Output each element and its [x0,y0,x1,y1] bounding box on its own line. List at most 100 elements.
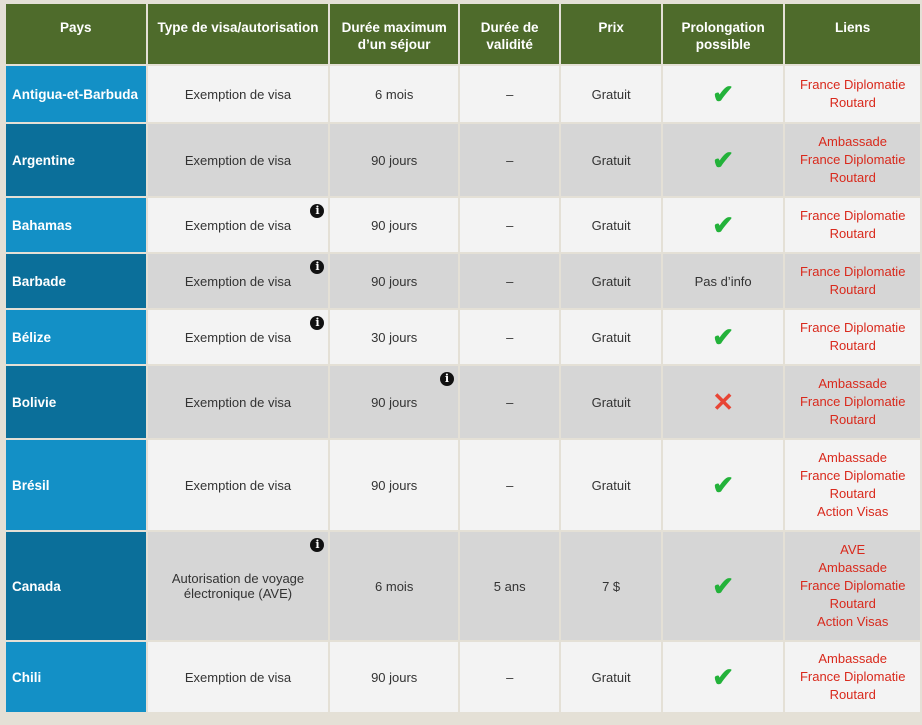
country-cell-text: Chili [12,669,42,685]
duration-cell-text: 90 jours [371,273,418,289]
visa-type-cell: Exemption de visa i [147,310,329,364]
info-icon[interactable]: i [310,260,325,274]
price-cell: Gratuit [561,66,661,122]
link[interactable]: France Diplomatie [799,152,906,167]
link[interactable]: Ambassade [818,560,888,575]
table-row: Bolivie Exemption de visa 90 jours i – Gratui… [6,366,920,438]
checkmark-icon: ✔ [712,145,734,175]
price-cell: Gratuit [561,642,661,712]
link[interactable]: Routard [829,486,876,501]
extension-text: Pas d’info [694,273,752,289]
visa-type-cell-text: Exemption de visa [184,217,292,233]
link[interactable]: France Diplomatie [799,394,906,409]
duration-cell: 30 jours [330,310,458,364]
checkmark-icon: ✔ [712,210,734,240]
country-cell-text: Bélize [12,329,52,345]
validity-cell: – [459,642,560,712]
validity-cell: – [459,366,560,438]
checkmark-icon: ✔ [712,322,734,352]
info-icon[interactable]: i [310,204,325,218]
link[interactable]: France Diplomatie [799,669,906,684]
price-cell: Gratuit [561,254,661,308]
header-extension: Prolongation possible [662,4,784,64]
links-cell: France Diplomatie Routard [785,198,920,252]
price-cell: 7 $ [561,532,661,640]
country-cell: Bahamas [6,198,146,252]
duration-cell: 90 jours i [330,366,458,438]
validity-cell: – [459,310,560,364]
visa-type-cell: Exemption de visa i [147,198,329,252]
validity-cell-text: – [506,329,514,345]
extension-cell: Pas d’info [662,254,784,308]
info-icon[interactable]: i [310,538,325,552]
price-cell-text: Gratuit [591,273,631,289]
checkmark-icon: ✔ [712,79,734,109]
visa-type-cell-text: Exemption de visa [184,669,292,685]
header-country: Pays [6,4,146,64]
link[interactable]: Ambassade [818,651,888,666]
country-cell-text: Bolivie [12,394,57,410]
link[interactable]: Routard [829,170,876,185]
visa-type-cell: Exemption de visa [147,440,329,530]
visa-type-cell-text: Exemption de visa [184,86,292,102]
country-cell: Barbade [6,254,146,308]
link[interactable]: Routard [829,338,876,353]
duration-cell: 6 mois [330,532,458,640]
link[interactable]: France Diplomatie [799,77,906,92]
link[interactable]: Ambassade [818,376,888,391]
extension-cell: ✔ [662,310,784,364]
link[interactable]: Ambassade [818,134,888,149]
extension-cell: ✔ [662,198,784,252]
extension-cell: ✔ [662,66,784,122]
header-validity: Durée de validité [459,4,560,64]
table-header-row: Pays Type de visa/autorisation Durée max… [6,4,920,64]
visa-type-cell: Exemption de visa i [147,254,329,308]
info-icon[interactable]: i [439,372,454,386]
checkmark-icon: ✔ [712,571,734,601]
visa-type-cell-text: Exemption de visa [184,394,292,410]
table-row: Bahamas Exemption de visa i 90 jours – Gratui… [6,198,920,252]
price-cell-text: Gratuit [591,86,631,102]
duration-cell: 90 jours [330,642,458,712]
table-row: Argentine Exemption de visa 90 jours – Gratu… [6,124,920,196]
extension-cell: ✔ [662,532,784,640]
link[interactable]: Routard [829,226,876,241]
link[interactable]: France Diplomatie [799,320,906,335]
price-cell: Gratuit [561,366,661,438]
visa-type-cell-text: Autorisation de voyage électronique (AVE… [171,571,305,601]
visa-table: Pays Type de visa/autorisation Durée max… [4,2,922,714]
visa-type-cell: Exemption de visa [147,66,329,122]
extension-cell: ✔ [662,642,784,712]
link[interactable]: Action Visas [817,614,889,629]
link[interactable]: Action Visas [817,504,889,519]
country-cell-text: Antigua-et-Barbuda [12,86,138,102]
links-cell: France Diplomatie Routard [785,66,920,122]
table-row: Canada Autorisation de voyage électroniqu… [6,532,920,640]
price-cell-text: Gratuit [591,394,631,410]
link[interactable]: Routard [829,596,876,611]
link[interactable]: Routard [829,687,876,702]
visa-type-cell: Exemption de visa [147,124,329,196]
link[interactable]: France Diplomatie [799,208,906,223]
duration-cell-text: 90 jours [371,394,418,410]
link[interactable]: Routard [829,95,876,110]
visa-type-cell-text: Exemption de visa [184,273,292,289]
info-icon[interactable]: i [310,316,325,330]
link[interactable]: France Diplomatie [799,468,906,483]
country-cell-text: Bahamas [12,217,73,233]
link[interactable]: Ambassade [818,450,888,465]
price-cell-text: Gratuit [591,152,631,168]
duration-cell-text: 90 jours [371,152,418,168]
price-cell-text: Gratuit [591,329,631,345]
link[interactable]: France Diplomatie [799,264,906,279]
link[interactable]: Routard [829,282,876,297]
link[interactable]: France Diplomatie [799,578,906,593]
header-price: Prix [561,4,661,64]
extension-cell: ✔ [662,440,784,530]
links-cell: France Diplomatie Routard [785,254,920,308]
validity-cell: – [459,198,560,252]
link[interactable]: AVE [840,542,866,557]
validity-cell-text: – [506,477,514,493]
table-row: Antigua-et-Barbuda Exemption de visa 6 moi… [6,66,920,122]
link[interactable]: Routard [829,412,876,427]
